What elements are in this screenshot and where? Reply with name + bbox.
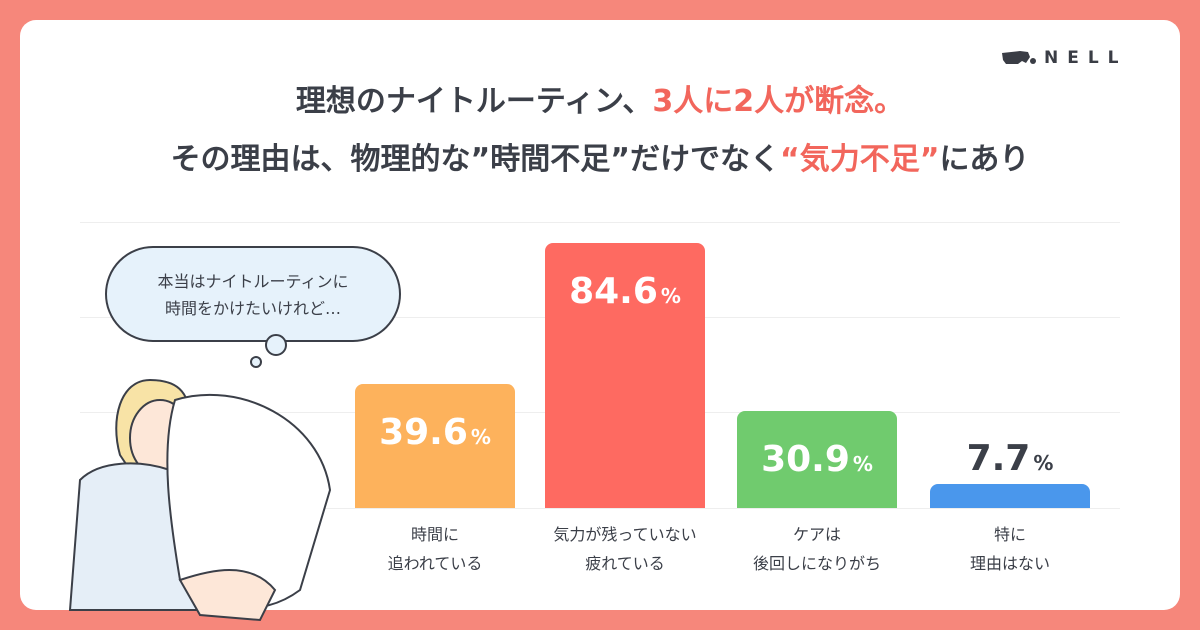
category-line: 特に xyxy=(993,525,1026,544)
title-highlight: 3人に2人が断念。 xyxy=(652,84,905,119)
title-line-1: 理想のナイトルーティン、3人に2人が断念。 xyxy=(0,76,1200,120)
category-line: 理由はない xyxy=(969,554,1050,573)
unit: % xyxy=(1033,450,1054,475)
data-label: 7.7% xyxy=(930,438,1090,479)
thought-dot xyxy=(265,334,287,356)
category-line: 追われている xyxy=(387,554,483,573)
animal-logo-icon xyxy=(1002,51,1036,64)
gridline xyxy=(80,222,1120,223)
category-label: 気力が残っていない 疲れている xyxy=(525,520,725,578)
brand-logo: NELL xyxy=(1000,48,1128,68)
unit: % xyxy=(470,424,491,449)
category-label: ケアは後回しになりがち xyxy=(717,520,917,578)
bar xyxy=(930,483,1090,508)
category-line: 時間に xyxy=(410,525,459,544)
bubble-line: 本当はナイトルーティンに xyxy=(157,272,349,291)
data-value: 30.9 xyxy=(761,439,850,481)
brand-name: NELL xyxy=(1044,48,1128,68)
woman-hugging-pillow-illustration xyxy=(68,378,332,622)
bar xyxy=(737,411,897,508)
category-line: 気力が残っていない xyxy=(553,525,697,544)
data-value: 7.7 xyxy=(966,437,1031,479)
data-label: 39.6% xyxy=(355,412,515,453)
bar xyxy=(545,243,705,508)
title-line-2: その理由は、物理的な”時間不足”だけでなく“気力不足”にあり xyxy=(0,134,1200,178)
title-highlight: “気力不足” xyxy=(780,142,940,177)
category-line: ケアは xyxy=(792,525,841,544)
gridline xyxy=(80,508,1120,509)
speech-bubble: 本当はナイトルーティンに 時間をかけたいけれど… xyxy=(105,246,401,342)
category-label: 時間に 追われている xyxy=(335,520,535,578)
data-value: 84.6 xyxy=(569,271,658,312)
unit: % xyxy=(852,452,873,477)
category-label: 特に 理由はない xyxy=(910,520,1110,578)
unit: % xyxy=(660,284,681,308)
title-text: 理想のナイトルーティン、 xyxy=(295,84,653,119)
bubble-line: 時間をかけたいけれど… xyxy=(164,299,341,318)
title-text: にあり xyxy=(939,142,1030,177)
data-value: 39.6 xyxy=(379,411,468,453)
title-text: その理由は、物理的な”時間不足”だけでなく xyxy=(170,142,780,177)
category-line: 疲れている xyxy=(585,554,665,573)
data-label: 30.9% xyxy=(737,439,897,480)
category-line: 後回しになりがち xyxy=(752,554,881,573)
data-label: 84.6% xyxy=(545,271,705,312)
thought-dot xyxy=(250,356,262,368)
bar xyxy=(355,383,515,508)
